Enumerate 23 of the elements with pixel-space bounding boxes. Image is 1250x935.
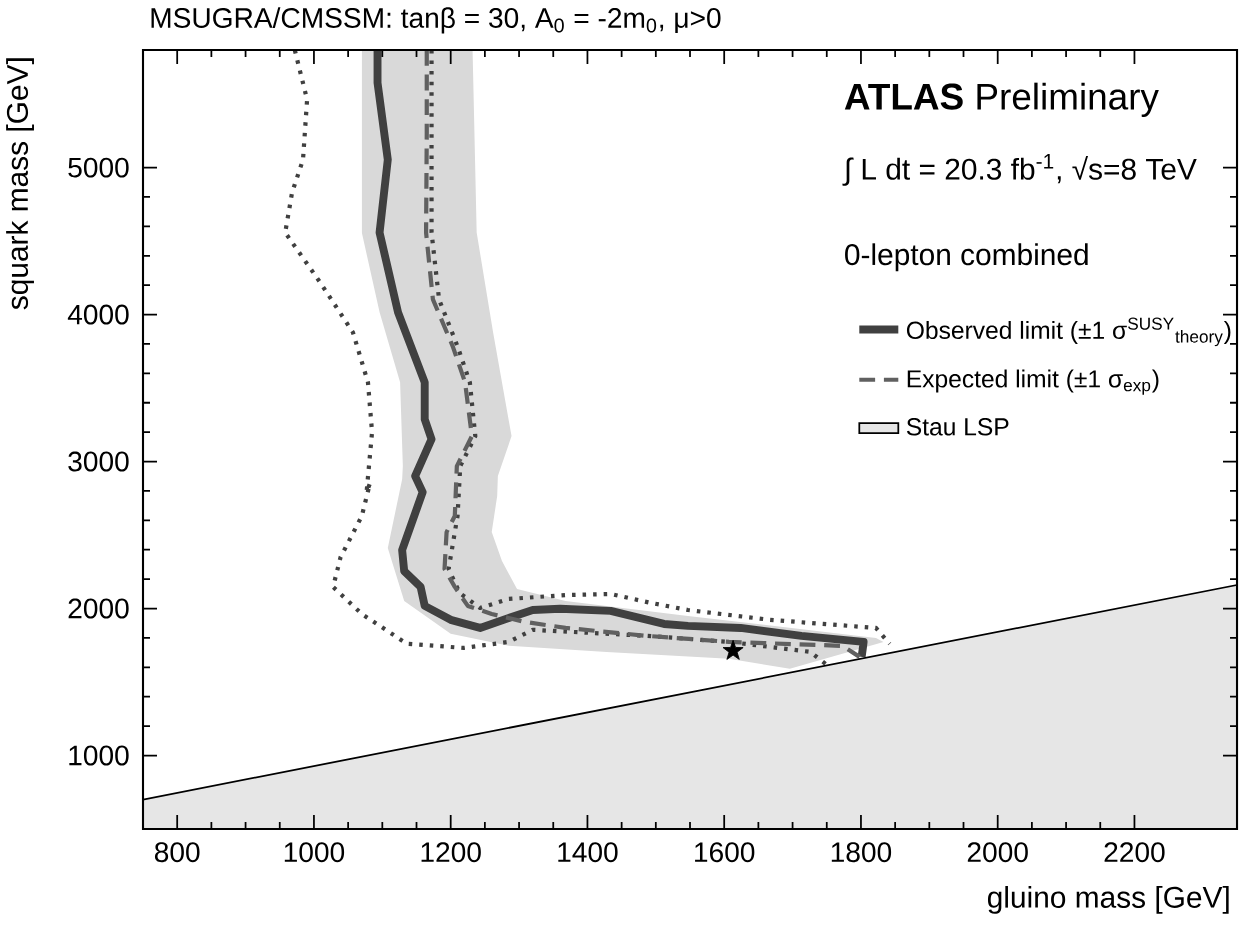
y-tick-label: 4000 (67, 304, 129, 325)
annotation: ATLAS Preliminary (844, 82, 1159, 118)
x-tick-label: 2000 (967, 842, 1028, 863)
x-axis-title: gluino mass [GeV] (987, 885, 1229, 914)
legend-label: Observed limit (±1 σ$^{SUSY}$$_{theory}$) (906, 317, 1231, 347)
x-tick-label: 1400 (558, 842, 618, 863)
y-axis-title: squark mass [GeV] (6, 58, 34, 310)
x-tick-label: 2200 (1104, 842, 1165, 863)
x-tick-label: 1800 (831, 842, 892, 863)
y-tick-label: 1000 (69, 745, 129, 766)
chart-title: MSUGRA/CMSSM: tanβ = 30, A$_{0}$ = -2m$_{0}$, μ>0 (151, 7, 721, 34)
annotation: ∫ L dt = 20.3 fb$^{-1}$, √s=8 TeV (842, 154, 1197, 186)
x-tick-label: 800 (154, 842, 200, 863)
annotation: 0-lepton combined (845, 243, 1088, 272)
y-tick-label: 2000 (68, 598, 129, 619)
x-tick-label: 1200 (421, 842, 481, 863)
line-series (283, 50, 829, 667)
legend-label: Stau LSP (906, 418, 1009, 436)
legend-label: Expected limit (±1 σ$_{exp}$) (907, 369, 1159, 395)
x-tick-label: 1600 (695, 842, 755, 863)
x-tick-label: 1000 (284, 842, 345, 863)
y-tick-label: 5000 (68, 157, 129, 178)
y-tick-label: 3000 (68, 451, 129, 472)
